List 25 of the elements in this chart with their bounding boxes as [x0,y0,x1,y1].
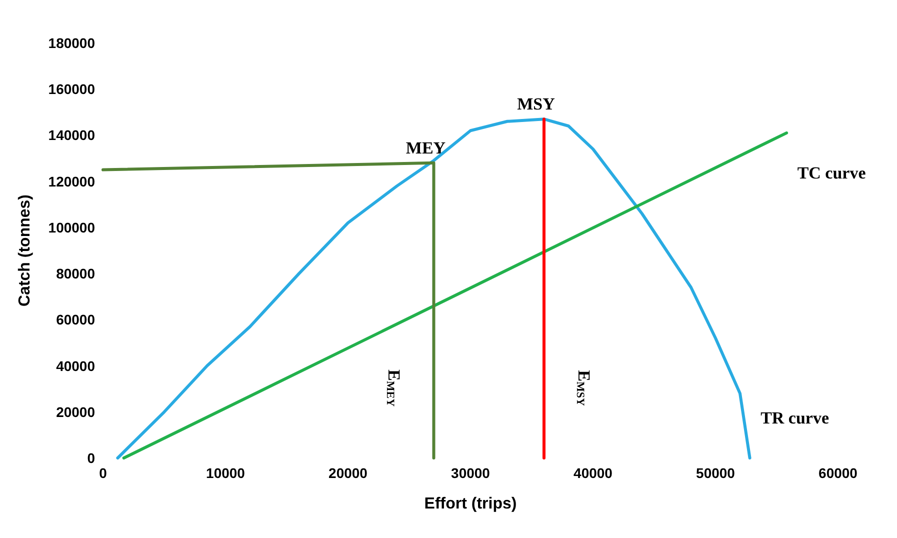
x-tick-label: 10000 [206,465,246,481]
series-label: TC curve [797,163,866,182]
y-tick-label: 100000 [48,219,96,236]
y-tick-label: 140000 [48,127,96,144]
y-tick-label: 40000 [56,358,96,374]
y-tick-label: 20000 [56,404,96,420]
x-tick-label: 0 [99,465,108,481]
x-tick-label: 50000 [696,465,736,481]
x-tick-label: 20000 [328,465,368,481]
x-tick-label: 30000 [451,465,490,481]
series-label: TR curve [760,408,830,428]
y-tick-label: 60000 [56,312,96,328]
x-axis-title: Effort (trips) [424,496,517,512]
x-tick-label: 40000 [574,465,613,481]
x-tick-label: 60000 [818,465,858,481]
y-tick-label: 0 [87,450,96,466]
y-tick-label: 80000 [56,266,96,282]
y-tick-label: 120000 [48,173,96,190]
annotation: EMEY [384,369,404,407]
series-label: MSY [517,94,555,114]
y-tick-label: 160000 [48,81,96,98]
y-tick-label: 180000 [48,35,96,51]
y-axis-title: Catch (tonnes) [16,194,34,306]
annotation: EMSY [574,370,594,406]
series-label: MEY [406,138,446,158]
